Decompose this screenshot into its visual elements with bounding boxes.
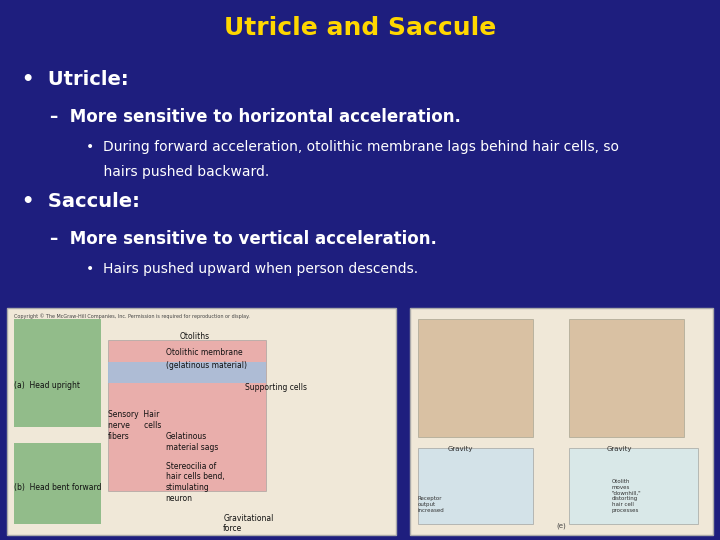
Text: nerve      cells: nerve cells [108, 421, 161, 430]
Bar [7, 308, 396, 535]
Text: (gelatinous material): (gelatinous material) [166, 361, 246, 370]
Bar [108, 340, 266, 491]
Bar [410, 308, 713, 535]
Bar [14, 319, 101, 427]
Text: Supporting cells: Supporting cells [245, 383, 307, 393]
Text: •  Saccule:: • Saccule: [22, 192, 140, 211]
Text: Otoliths: Otoliths [180, 332, 210, 341]
Text: hair cells bend,: hair cells bend, [166, 472, 225, 482]
Text: Sensory  Hair: Sensory Hair [108, 410, 159, 420]
Bar [108, 362, 266, 383]
Text: Otolithic membrane: Otolithic membrane [166, 348, 242, 357]
Text: force: force [223, 524, 243, 533]
Text: (a)  Head upright: (a) Head upright [14, 381, 81, 390]
Bar [418, 319, 533, 437]
Text: neuron: neuron [166, 494, 193, 503]
Text: (b)  Head bent forward: (b) Head bent forward [14, 483, 102, 492]
Text: fibers: fibers [108, 432, 130, 441]
Text: –  More sensitive to horizontal acceleration.: – More sensitive to horizontal accelerat… [50, 108, 462, 126]
Text: stimulating: stimulating [166, 483, 210, 492]
Bar [14, 443, 101, 524]
Text: •  During forward acceleration, otolithic membrane lags behind hair cells, so: • During forward acceleration, otolithic… [86, 140, 619, 154]
Text: Copyright © The McGraw-Hill Companies, Inc. Permission is required for reproduct: Copyright © The McGraw-Hill Companies, I… [14, 313, 250, 319]
Bar [418, 448, 533, 524]
Text: material sags: material sags [166, 443, 218, 452]
Text: Utricle and Saccule: Utricle and Saccule [224, 16, 496, 40]
Text: Otolith
moves
"downhill,"
distorting
hair cell
processes: Otolith moves "downhill," distorting hai… [612, 479, 642, 513]
Bar [569, 319, 684, 437]
Text: hairs pushed backward.: hairs pushed backward. [86, 165, 270, 179]
Text: (e): (e) [557, 523, 567, 529]
Text: Gravitational: Gravitational [223, 514, 274, 523]
Text: •  Utricle:: • Utricle: [22, 70, 128, 89]
Text: –  More sensitive to vertical acceleration.: – More sensitive to vertical acceleratio… [50, 230, 437, 247]
Text: Gravity: Gravity [448, 446, 474, 451]
Text: Receptor
output
increased: Receptor output increased [418, 496, 444, 513]
Bar [569, 448, 698, 524]
Text: •  Hairs pushed upward when person descends.: • Hairs pushed upward when person descen… [86, 262, 418, 276]
Text: Gelatinous: Gelatinous [166, 432, 207, 441]
Text: Stereocilia of: Stereocilia of [166, 462, 216, 471]
Text: Gravity: Gravity [606, 446, 632, 451]
